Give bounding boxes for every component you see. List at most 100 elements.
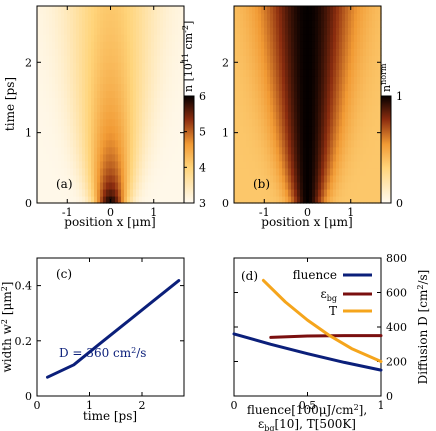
- heatmap-a-cell: [181, 90, 185, 99]
- heatmap-b-cell: [345, 139, 349, 148]
- heatmap-b-cell: [366, 139, 370, 148]
- heatmap-a-cell: [157, 20, 161, 28]
- heatmap-b-cell: [321, 111, 325, 120]
- heatmap-b-cell: [279, 181, 283, 190]
- heatmap-b-cell: [375, 111, 379, 120]
- heatmap-a-cell: [49, 62, 53, 70]
- heatmap-b-cell: [333, 97, 337, 106]
- heatmap-a-cell: [79, 132, 83, 141]
- heatmap-b-cell: [294, 132, 298, 141]
- heatmap-b-cell: [264, 41, 268, 49]
- heatmap-b-cell: [258, 27, 262, 35]
- heatmap-b-cell: [375, 41, 379, 49]
- heatmap-a-cell: [43, 174, 47, 183]
- heatmap-a-cell: [166, 6, 170, 14]
- heatmap-b-cell: [279, 104, 283, 113]
- heatmap-a-cell: [97, 174, 101, 183]
- heatmap-b-cell: [279, 153, 283, 162]
- colorbar-a-tick-label: 3: [199, 197, 206, 210]
- heatmap-a-cell: [88, 90, 92, 99]
- heatmap-b-cell: [330, 6, 334, 14]
- heatmap-b-cell: [354, 188, 358, 197]
- heatmap-b-cell: [258, 90, 262, 99]
- heatmap-a-cell: [160, 195, 164, 204]
- heatmap-b-cell: [354, 160, 358, 169]
- panel-c-xtick-label: 1: [86, 399, 93, 412]
- heatmap-b-cell: [249, 6, 253, 14]
- heatmap-a-cell: [118, 174, 122, 183]
- heatmap-b-cell: [285, 167, 289, 176]
- heatmap-b-cell: [330, 132, 334, 141]
- heatmap-a-cell: [70, 118, 74, 127]
- heatmap-a-cell: [55, 160, 59, 169]
- heatmap-b-cell: [291, 48, 295, 56]
- heatmap-b-cell: [354, 27, 358, 35]
- heatmap-b-cell: [246, 55, 250, 63]
- heatmap-b-cell: [324, 153, 328, 162]
- heatmap-a-cell: [133, 195, 137, 204]
- heatmap-a-cell: [109, 62, 113, 70]
- heatmap-a-cell: [127, 132, 131, 141]
- heatmap-a-cell: [88, 83, 92, 92]
- heatmap-b-cell: [336, 167, 340, 176]
- heatmap-b-cell: [294, 76, 298, 84]
- heatmap-a-cell: [70, 27, 74, 35]
- heatmap-a-cell: [121, 34, 125, 42]
- heatmap-b-cell: [357, 34, 361, 42]
- heatmap-a-cell: [121, 55, 125, 63]
- heatmap-b-cell: [315, 188, 319, 197]
- heatmap-a-cell: [103, 181, 107, 190]
- heatmap-a-cell: [178, 41, 182, 49]
- heatmap-a-cell: [115, 55, 119, 63]
- heatmap-a-cell: [169, 34, 173, 42]
- heatmap-a-cell: [136, 125, 140, 134]
- heatmap-b-cell: [243, 167, 247, 176]
- heatmap-b-cell: [357, 104, 361, 113]
- heatmap-a-cell: [139, 139, 143, 148]
- heatmap-a-cell: [133, 146, 137, 155]
- heatmap-b-cell: [300, 174, 304, 183]
- heatmap-b-cell: [330, 69, 334, 77]
- heatmap-b-cell: [261, 6, 265, 14]
- heatmap-a-cell: [115, 6, 119, 14]
- heatmap-a-cell: [67, 62, 71, 70]
- heatmap-a-cell: [139, 132, 143, 141]
- heatmap-a-cell: [115, 111, 119, 120]
- heatmap-a-cell: [160, 48, 164, 56]
- heatmap-a-cell: [106, 62, 110, 70]
- heatmap-b-cell: [234, 132, 238, 141]
- heatmap-a-cell: [52, 6, 56, 14]
- heatmap-a-cell: [151, 167, 155, 176]
- heatmap-a-cell: [127, 55, 131, 63]
- heatmap-a-cell: [148, 132, 152, 141]
- heatmap-a-cell: [58, 55, 62, 63]
- heatmap-a-cell: [55, 20, 59, 28]
- heatmap-a-cell: [52, 104, 56, 113]
- heatmap-b-cell: [297, 132, 301, 141]
- heatmap-b-cell: [261, 111, 265, 120]
- heatmap-b-cell: [306, 69, 310, 77]
- heatmap-a-cell: [79, 48, 83, 56]
- heatmap-a-cell: [76, 139, 80, 148]
- heatmap-b-cell: [258, 20, 262, 28]
- heatmap-b-cell: [255, 41, 259, 49]
- heatmap-b-cell: [282, 69, 286, 77]
- heatmap-b-cell: [363, 132, 367, 141]
- heatmap-b-cell: [273, 90, 277, 99]
- heatmap-a-cell: [175, 125, 179, 134]
- heatmap-a-cell: [115, 13, 119, 21]
- heatmap-b-cell: [252, 34, 256, 42]
- heatmap-a-cell: [151, 118, 155, 127]
- heatmap-a-cell: [58, 139, 62, 148]
- heatmap-a-cell: [91, 13, 95, 21]
- heatmap-b-cell: [342, 167, 346, 176]
- heatmap-a-cell: [136, 139, 140, 148]
- heatmap-b-cell: [294, 188, 298, 197]
- heatmap-a-cell: [40, 174, 44, 183]
- heatmap-b-cell: [297, 125, 301, 134]
- heatmap-a-cell: [175, 20, 179, 28]
- heatmap-b-cell: [369, 167, 373, 176]
- heatmap-b-cell: [294, 181, 298, 190]
- heatmap-a-cell: [76, 83, 80, 92]
- heatmap-a-cell: [58, 41, 62, 49]
